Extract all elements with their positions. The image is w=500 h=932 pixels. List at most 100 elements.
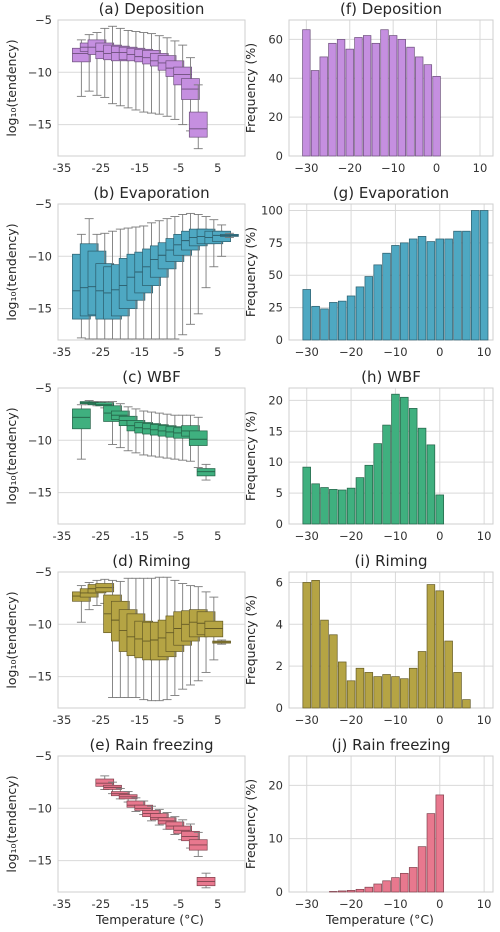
y-tick-label: 2 bbox=[276, 659, 283, 673]
bar bbox=[426, 584, 436, 709]
x-tick-label: 5 bbox=[214, 897, 221, 911]
x-tick-label: -25 bbox=[91, 897, 110, 911]
bar bbox=[426, 813, 436, 893]
bar bbox=[479, 210, 489, 341]
bar bbox=[302, 582, 311, 709]
bar bbox=[320, 487, 329, 525]
bar bbox=[302, 466, 311, 525]
bar bbox=[391, 676, 400, 709]
panel-title: (b) Evaporation bbox=[93, 184, 209, 202]
y-tick-label: 10 bbox=[268, 832, 283, 846]
plot-frame bbox=[288, 755, 494, 893]
plot-frame bbox=[57, 203, 246, 341]
x-tick-label: -35 bbox=[52, 345, 71, 359]
bar bbox=[362, 35, 372, 157]
y-tick-label: −15 bbox=[28, 670, 52, 684]
y-tick-label: 100 bbox=[261, 203, 283, 217]
bar bbox=[355, 286, 365, 341]
y-tick-label: −10 bbox=[28, 801, 52, 815]
x-tick-label: −20 bbox=[338, 161, 362, 175]
bar bbox=[415, 56, 424, 157]
panel-title: (i) Riming bbox=[354, 552, 427, 570]
y-tick-label: −10 bbox=[28, 249, 52, 263]
bar bbox=[435, 590, 445, 709]
y-tick-label: −10 bbox=[28, 617, 52, 631]
x-tick-label: -5 bbox=[173, 529, 184, 543]
panel-title: (c) WBF bbox=[122, 368, 180, 386]
x-tick-label: -15 bbox=[130, 161, 149, 175]
x-tick-label: -5 bbox=[173, 345, 184, 359]
bar bbox=[462, 699, 471, 709]
y-axis-label: log₁₀(tendency) bbox=[4, 775, 19, 872]
panel-6: 0 25 50 75 100 −30 −20 −10 0 10 (g) Evaporation Fre… bbox=[243, 184, 494, 359]
panel-title: (j) Rain freezing bbox=[331, 736, 450, 754]
bar bbox=[426, 444, 436, 525]
x-tick-label: -25 bbox=[91, 345, 110, 359]
bar bbox=[417, 427, 427, 525]
x-tick-label: 10 bbox=[477, 713, 492, 727]
x-axis-label-right: Temperature (°C) bbox=[325, 912, 434, 927]
bar bbox=[406, 46, 415, 157]
plot-frame bbox=[57, 387, 246, 525]
x-tick-label: −10 bbox=[381, 161, 405, 175]
x-tick-label: -25 bbox=[91, 161, 110, 175]
y-tick-label: −15 bbox=[28, 118, 52, 132]
box bbox=[188, 111, 208, 138]
y-axis-label: Frequency (%) bbox=[243, 411, 258, 501]
bar bbox=[382, 674, 391, 709]
y-tick-label: −5 bbox=[35, 565, 52, 579]
x-tick-label: -5 bbox=[173, 713, 184, 727]
y-tick-label: 0 bbox=[276, 701, 283, 715]
x-tick-label: 5 bbox=[214, 161, 221, 175]
bar bbox=[471, 210, 480, 341]
panel-2: −5 −10 −15 -35 -25 -15 -5 5 (c) WBF log₁₀(tendenc… bbox=[4, 368, 246, 543]
x-axis-label-left: Temperature (°C) bbox=[95, 912, 204, 927]
x-tick-label: −10 bbox=[383, 345, 407, 359]
x-tick-label: -15 bbox=[130, 345, 149, 359]
box bbox=[188, 430, 208, 446]
y-tick-label: −15 bbox=[28, 302, 52, 316]
x-tick-label: -15 bbox=[130, 897, 149, 911]
box bbox=[95, 402, 115, 407]
box bbox=[204, 620, 224, 638]
bar bbox=[329, 891, 338, 893]
bar bbox=[345, 48, 354, 157]
panels: −5 −10 −15 -35 -25 -15 -5 5 (a) Deposition log₁₀(… bbox=[4, 0, 494, 911]
panel-title: (f) Deposition bbox=[340, 0, 442, 18]
x-tick-label: 0 bbox=[436, 345, 443, 359]
x-tick-label: 0 bbox=[436, 713, 443, 727]
bar bbox=[329, 489, 338, 525]
x-tick-label: -15 bbox=[130, 529, 149, 543]
bar bbox=[337, 890, 347, 893]
y-tick-label: 0 bbox=[276, 149, 283, 163]
bar bbox=[328, 42, 337, 157]
bar bbox=[400, 396, 409, 525]
y-tick-label: 20 bbox=[268, 778, 283, 792]
bar bbox=[391, 393, 400, 525]
x-tick-label: −10 bbox=[383, 529, 407, 543]
y-axis-label: log₁₀(tendency) bbox=[4, 223, 19, 320]
bar bbox=[329, 634, 338, 709]
bar bbox=[336, 39, 346, 157]
bar bbox=[346, 890, 356, 893]
x-tick-label: 0 bbox=[436, 529, 443, 543]
bar bbox=[435, 238, 445, 341]
bar bbox=[373, 883, 382, 893]
plot-frame bbox=[288, 203, 494, 341]
bar bbox=[400, 242, 409, 341]
box bbox=[72, 408, 91, 430]
bar bbox=[337, 661, 347, 709]
bar bbox=[462, 230, 471, 341]
y-tick-label: 60 bbox=[268, 32, 283, 46]
bar bbox=[382, 424, 391, 525]
y-axis-label: Frequency (%) bbox=[243, 595, 258, 685]
x-tick-label: -35 bbox=[52, 897, 71, 911]
bar bbox=[337, 489, 347, 525]
y-tick-label: −5 bbox=[35, 749, 52, 763]
x-tick-label: −20 bbox=[339, 897, 363, 911]
bar bbox=[444, 238, 453, 341]
y-tick-label: −5 bbox=[35, 13, 52, 27]
bar bbox=[355, 477, 365, 525]
bar bbox=[426, 241, 436, 341]
